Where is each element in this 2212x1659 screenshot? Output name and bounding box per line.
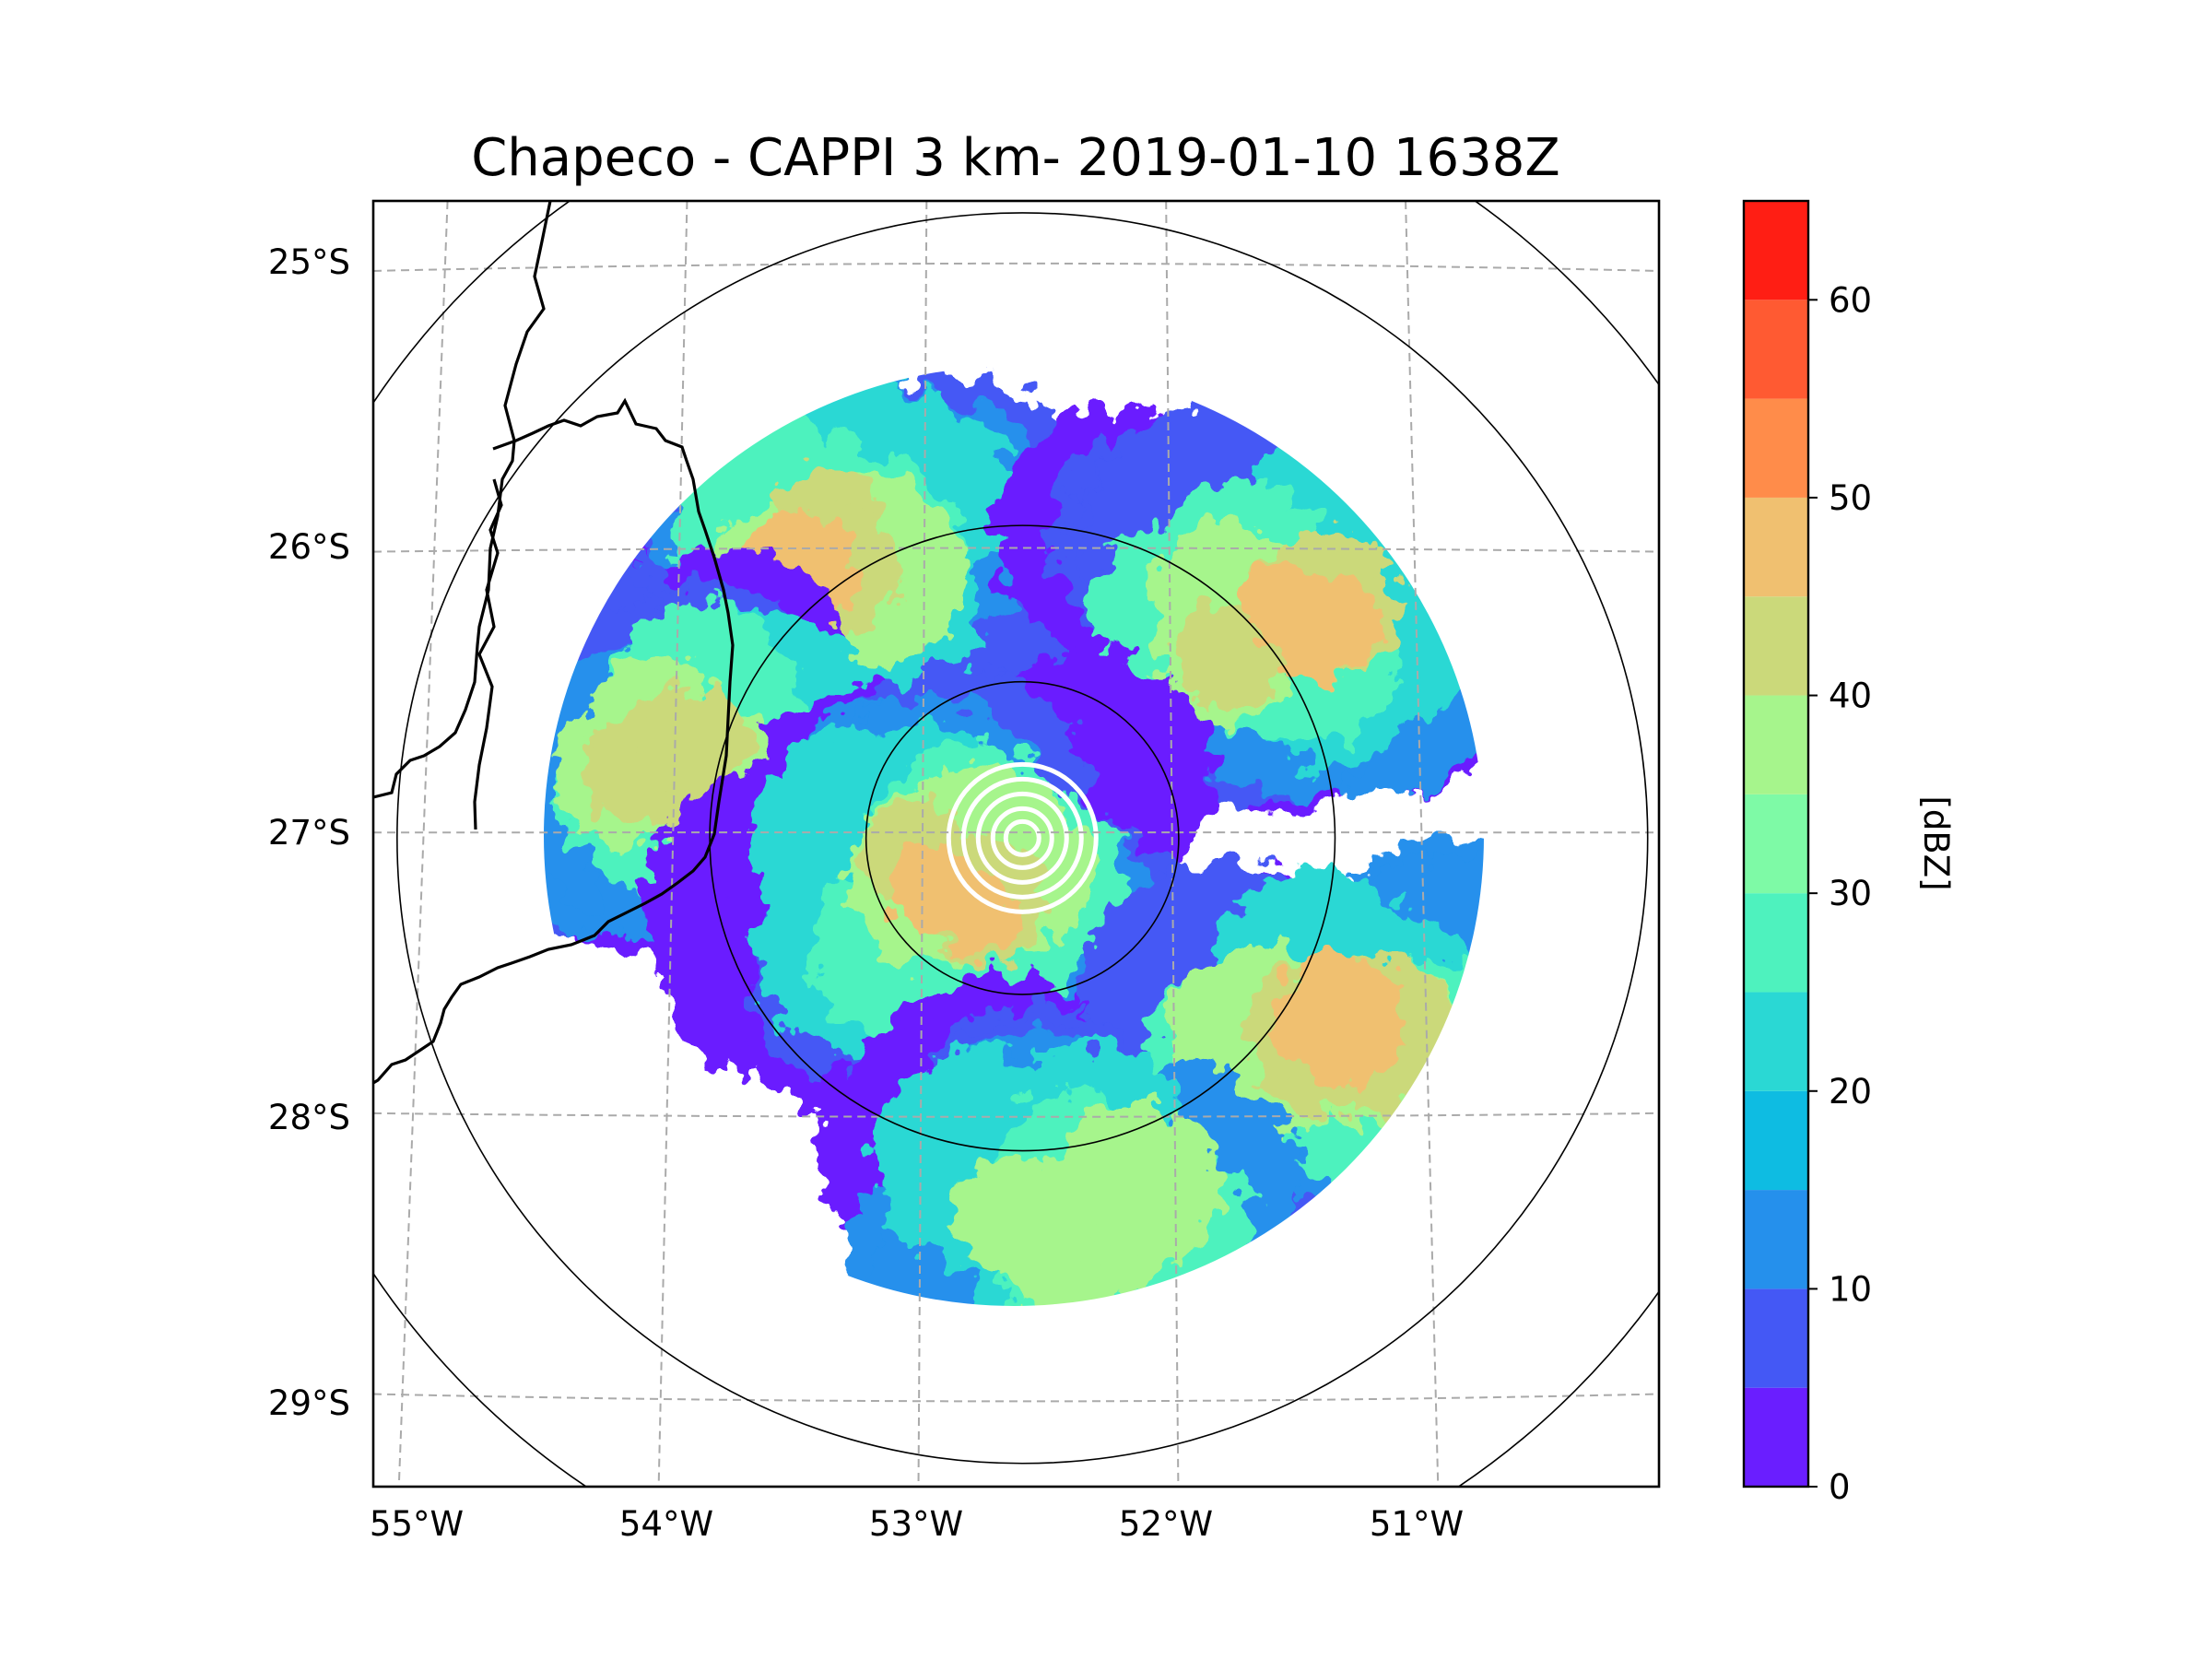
lat-tick-label: 28°S xyxy=(268,1098,350,1137)
lon-gridline xyxy=(1165,201,1180,1487)
colorbar-bin xyxy=(1744,1288,1808,1388)
colorbar-bin xyxy=(1744,893,1808,993)
echo-cell xyxy=(1075,1112,1219,1257)
lat-tick-label: 25°S xyxy=(268,242,350,282)
longitude-tick-labels: 55°W 54°W 53°W 52°W 51°W xyxy=(370,1504,1464,1544)
colorbar-ticks: 0 10 20 30 40 50 60 xyxy=(1808,280,1872,1507)
echo-cell xyxy=(1241,566,1312,637)
clutter-ring xyxy=(990,806,1054,870)
colorbar-bin xyxy=(1744,201,1808,300)
range-ring xyxy=(396,212,1649,1465)
echo-cell xyxy=(935,875,1018,958)
colorbar-bin xyxy=(1744,1190,1808,1289)
latitude-tick-labels: 25°S 26°S 27°S 28°S 29°S xyxy=(268,242,350,1423)
lat-gridline xyxy=(373,262,1659,272)
colorbar-tick-label: 50 xyxy=(1829,478,1872,518)
chart-title: Chapeco - CAPPI 3 km- 2019-01-10 1638Z xyxy=(471,128,1560,188)
colorbar-label: [dBZ] xyxy=(1916,795,1956,890)
colorbar-tick-label: 20 xyxy=(1829,1072,1872,1112)
colorbar-tick-label: 0 xyxy=(1829,1467,1851,1507)
echo-cell xyxy=(640,685,748,793)
clutter-ring xyxy=(960,776,1084,900)
echo-cell xyxy=(1275,953,1408,1088)
lat-gridline xyxy=(373,1393,1659,1403)
colorbar-bin xyxy=(1744,497,1808,597)
colorbar-bin xyxy=(1744,596,1808,696)
lat-gridline xyxy=(373,1112,1659,1118)
colorbar-tick-label: 10 xyxy=(1829,1269,1872,1309)
lat-gridline xyxy=(373,547,1659,553)
colorbar-bin xyxy=(1744,794,1808,894)
colorbar-bin xyxy=(1744,695,1808,794)
lon-tick-label: 52°W xyxy=(1119,1504,1213,1544)
range-ring xyxy=(709,524,1336,1152)
colorbar-bin xyxy=(1744,1387,1808,1487)
border-line-east xyxy=(473,478,503,830)
lat-tick-label: 29°S xyxy=(268,1383,350,1423)
clutter-ring xyxy=(946,761,1099,914)
colorbar-bin xyxy=(1744,398,1808,498)
map-area xyxy=(371,199,1661,1488)
colorbar-bin xyxy=(1744,300,1808,399)
colorbar-tick-label: 30 xyxy=(1829,874,1872,913)
border-line-upper xyxy=(373,397,735,1085)
colorbar-tick-label: 40 xyxy=(1829,677,1872,716)
lat-tick-label: 27°S xyxy=(268,813,350,853)
colorbar-tick-label: 60 xyxy=(1829,280,1872,320)
colorbar-bin xyxy=(1744,992,1808,1091)
lat-tick-label: 26°S xyxy=(268,527,350,567)
colorbar-bins xyxy=(1744,201,1808,1487)
lat-lon-gridlines xyxy=(373,201,1659,1487)
colorbar-bin xyxy=(1744,1090,1808,1191)
lon-gridline xyxy=(657,201,688,1487)
lon-tick-label: 54°W xyxy=(619,1504,713,1544)
range-rings xyxy=(373,201,1659,1487)
lon-tick-label: 55°W xyxy=(370,1504,464,1544)
border-line xyxy=(373,201,552,799)
colorbar-frame xyxy=(1742,199,1810,1488)
colorbar: 0 10 20 30 40 50 60 [dBZ] xyxy=(1742,199,1956,1507)
lon-tick-label: 51°W xyxy=(1370,1504,1464,1544)
lon-gridline xyxy=(397,201,449,1487)
map-frame xyxy=(371,199,1661,1488)
lon-gridline xyxy=(917,201,928,1487)
range-ring xyxy=(865,680,1180,995)
clutter-ring xyxy=(975,791,1069,885)
clutter-ring xyxy=(1003,818,1041,857)
lon-tick-label: 53°W xyxy=(869,1504,963,1544)
lon-gridline xyxy=(1405,201,1440,1487)
